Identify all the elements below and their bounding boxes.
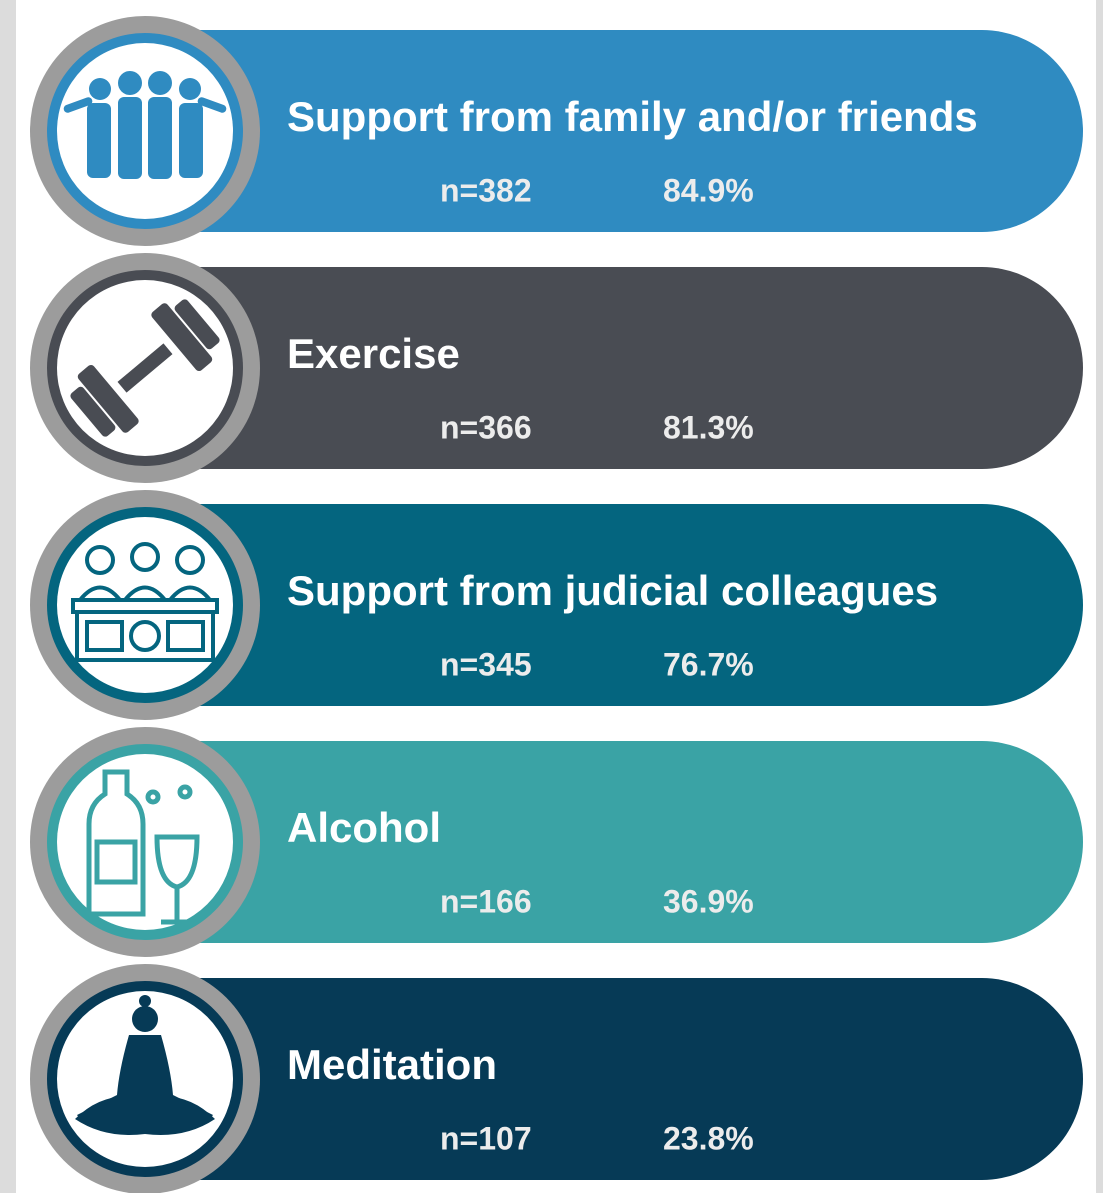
icon-bg: [57, 43, 233, 219]
item-label: Exercise: [287, 330, 460, 377]
item-count: n=107: [440, 1120, 532, 1156]
item-count: n=382: [440, 172, 532, 208]
item-percent: 76.7%: [663, 646, 754, 682]
item-label: Support from judicial colleagues: [287, 567, 938, 614]
item-count: n=345: [440, 646, 532, 682]
item-label: Support from family and/or friends: [287, 93, 978, 140]
item-percent: 23.8%: [663, 1120, 754, 1156]
band: [150, 504, 1083, 706]
band: [150, 267, 1083, 469]
band: [150, 741, 1083, 943]
row: Support from family and/or friends n=382 8…: [30, 16, 1083, 246]
item-count: n=366: [440, 409, 532, 445]
item-percent: 84.9%: [663, 172, 754, 208]
item-percent: 36.9%: [663, 883, 754, 919]
item-label: Alcohol: [287, 804, 441, 851]
icon: [71, 542, 219, 662]
item-percent: 81.3%: [663, 409, 754, 445]
item-count: n=166: [440, 883, 532, 919]
icon: [70, 299, 220, 437]
row: Alcohol n=166 36.9%: [30, 727, 1083, 957]
row: Exercise n=366 81.3%: [30, 253, 1083, 483]
row: Meditation n=107 23.8%: [30, 964, 1083, 1193]
band: [150, 978, 1083, 1180]
item-label: Meditation: [287, 1041, 497, 1088]
band: [150, 30, 1083, 232]
icon: [86, 769, 200, 925]
row: Support from judicial colleagues n=345 76.…: [30, 490, 1083, 720]
icon: [75, 995, 215, 1135]
icon: [63, 71, 227, 179]
